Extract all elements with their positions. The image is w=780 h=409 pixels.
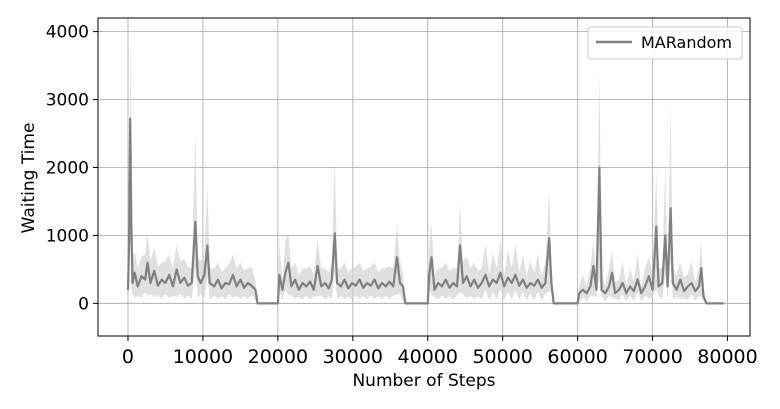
series-lines xyxy=(126,117,724,305)
x-tick-label: 60000 xyxy=(547,346,607,368)
x-tick-label: 40000 xyxy=(398,346,458,368)
x-tick-label: 20000 xyxy=(248,346,308,368)
variance-band xyxy=(128,31,724,304)
y-axis-ticks: 0 1000 2000 3000 4000 xyxy=(46,23,98,314)
y-tick-label: 1000 xyxy=(46,226,89,246)
legend-frame xyxy=(587,26,743,60)
x-tick-label: 0 xyxy=(122,346,134,368)
legend-label-marandom: MARandom xyxy=(641,33,732,52)
x-tick-label: 10000 xyxy=(173,346,233,368)
y-tick-label: 3000 xyxy=(46,91,89,111)
series-band-0 xyxy=(128,31,724,304)
x-tick-label: 80000 xyxy=(697,346,757,368)
x-axis-ticks: 0 10000 20000 30000 40000 50000 60000 70000 8000… xyxy=(122,336,758,368)
legend: MARandom xyxy=(587,26,743,60)
series-line-marandom xyxy=(126,117,724,305)
y-tick-label: 0 xyxy=(78,294,89,314)
x-tick-label: 50000 xyxy=(472,346,532,368)
x-axis-label: Number of Steps xyxy=(352,371,495,391)
y-tick-label: 2000 xyxy=(46,158,89,178)
y-axis-label: Waiting Time xyxy=(19,123,39,234)
plot-frame xyxy=(97,17,751,337)
x-tick-label: 70000 xyxy=(622,346,682,368)
y-tick-label: 4000 xyxy=(46,23,89,43)
plot-area xyxy=(98,18,750,336)
x-tick-label: 30000 xyxy=(323,346,383,368)
